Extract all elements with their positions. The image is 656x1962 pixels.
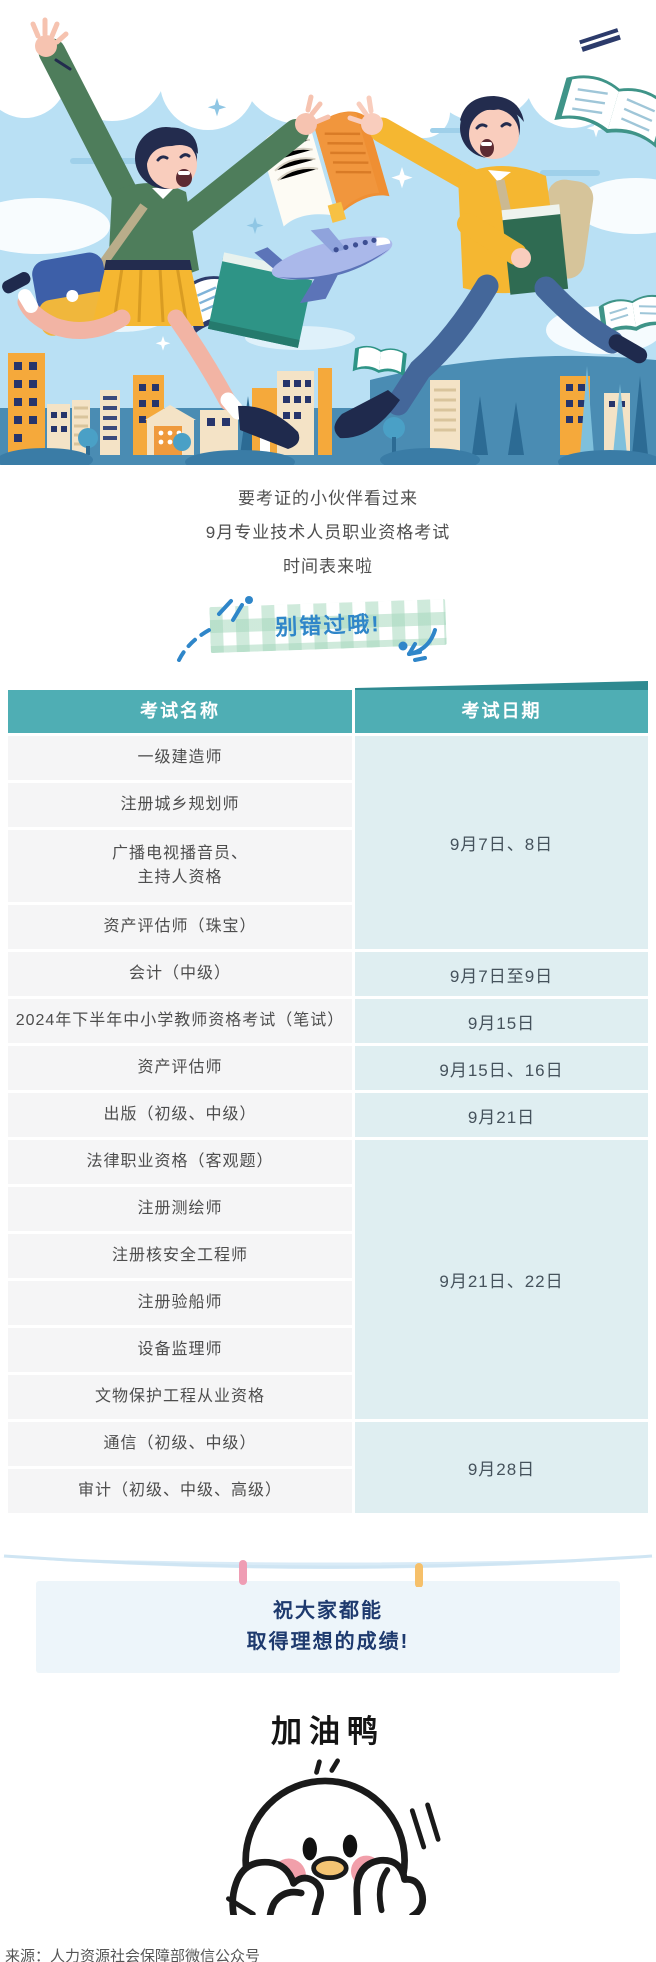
- exam-name-cell: 通信（初级、中级）: [8, 1422, 352, 1466]
- source-attribution: 来源：人力资源社会保障部微信公众号: [5, 1948, 261, 1962]
- exam-name-cell: 法律职业资格（客观题）: [8, 1140, 352, 1184]
- exam-name-cell: 广播电视播音员、 主持人资格: [8, 830, 352, 902]
- cheer-title: 加油鸭: [271, 1714, 385, 1749]
- exam-name-cell: 2024年下半年中小学教师资格考试（笔试）: [8, 999, 352, 1043]
- exam-name-cell: 审计（初级、中级、高级）: [8, 1469, 352, 1513]
- exam-date-cell: 9月7日、8日: [355, 736, 648, 949]
- banner-area: 别错过哦!: [0, 596, 656, 662]
- exam-date-cell: 9月7日至9日: [355, 952, 648, 996]
- exam-date-cell: 9月28日: [355, 1422, 648, 1513]
- exam-name-cell: 文物保护工程从业资格: [8, 1375, 352, 1419]
- section-divider: [0, 1541, 656, 1587]
- cheering-duck-icon: [226, 1758, 441, 1915]
- exam-name-cell: 设备监理师: [8, 1328, 352, 1372]
- divider-yellow-pill: [415, 1563, 423, 1587]
- intro-line-1: 要考证的小伙伴看过来: [238, 489, 418, 508]
- intro-line-3: 时间表来啦: [283, 557, 373, 576]
- exam-name-cell: 资产评估师（珠宝）: [8, 905, 352, 949]
- plane-icon: [254, 227, 393, 304]
- duck-illustration: [0, 1757, 656, 1920]
- exam-name-cell: 一级建造师: [8, 736, 352, 780]
- divider-arc: [0, 1557, 656, 1569]
- hero-illustration: [0, 8, 656, 465]
- exam-date-cell: 9月21日、22日: [355, 1140, 648, 1419]
- divider-pink-pill: [239, 1560, 247, 1585]
- exam-name-cell: 资产评估师: [8, 1046, 352, 1090]
- exam-name-cell: 注册测绘师: [8, 1187, 352, 1231]
- exam-name-cell: 出版（初级、中级）: [8, 1093, 352, 1137]
- exam-name-cell: 注册城乡规划师: [8, 783, 352, 827]
- intro-line-2: 9月专业技术人员职业资格考试: [205, 523, 451, 542]
- blessing-line-2: 取得理想的成绩!: [246, 1631, 410, 1653]
- exam-name-cell: 注册验船师: [8, 1281, 352, 1325]
- column-header-exam-date: 考试日期: [355, 690, 648, 733]
- intro-text: 要考证的小伙伴看过来 9月专业技术人员职业资格考试 时间表来啦: [0, 487, 656, 578]
- exam-date-cell: 9月15日、16日: [355, 1046, 648, 1090]
- exam-name-cell: 会计（中级）: [8, 952, 352, 996]
- exam-name-cell: 注册核安全工程师: [8, 1234, 352, 1278]
- header-fold-decoration: [355, 681, 648, 690]
- exam-date-cell: 9月21日: [355, 1093, 648, 1137]
- blessing-line-1: 祝大家都能: [273, 1600, 383, 1622]
- table-header-row: 考试名称 考试日期: [8, 681, 648, 733]
- girl-figure: [2, 17, 331, 449]
- dont-miss-banner: 别错过哦!: [209, 598, 447, 654]
- students-jumping-illustration: [0, 8, 656, 465]
- column-header-exam-name: 考试名称: [8, 690, 352, 733]
- blessing-box: 祝大家都能 取得理想的成绩!: [36, 1581, 620, 1673]
- banner-label: 别错过哦!: [274, 611, 382, 640]
- exam-schedule-table: 考试名称 考试日期 一级建造师 注册城乡规划师 广播电视播音员、 主持人资格 资产评估…: [8, 681, 648, 1513]
- exam-table-body: 一级建造师 注册城乡规划师 广播电视播音员、 主持人资格 资产评估师（珠宝） 会计（中级…: [8, 736, 648, 1513]
- exam-date-cell: 9月15日: [355, 999, 648, 1043]
- boy-figure: [334, 95, 648, 439]
